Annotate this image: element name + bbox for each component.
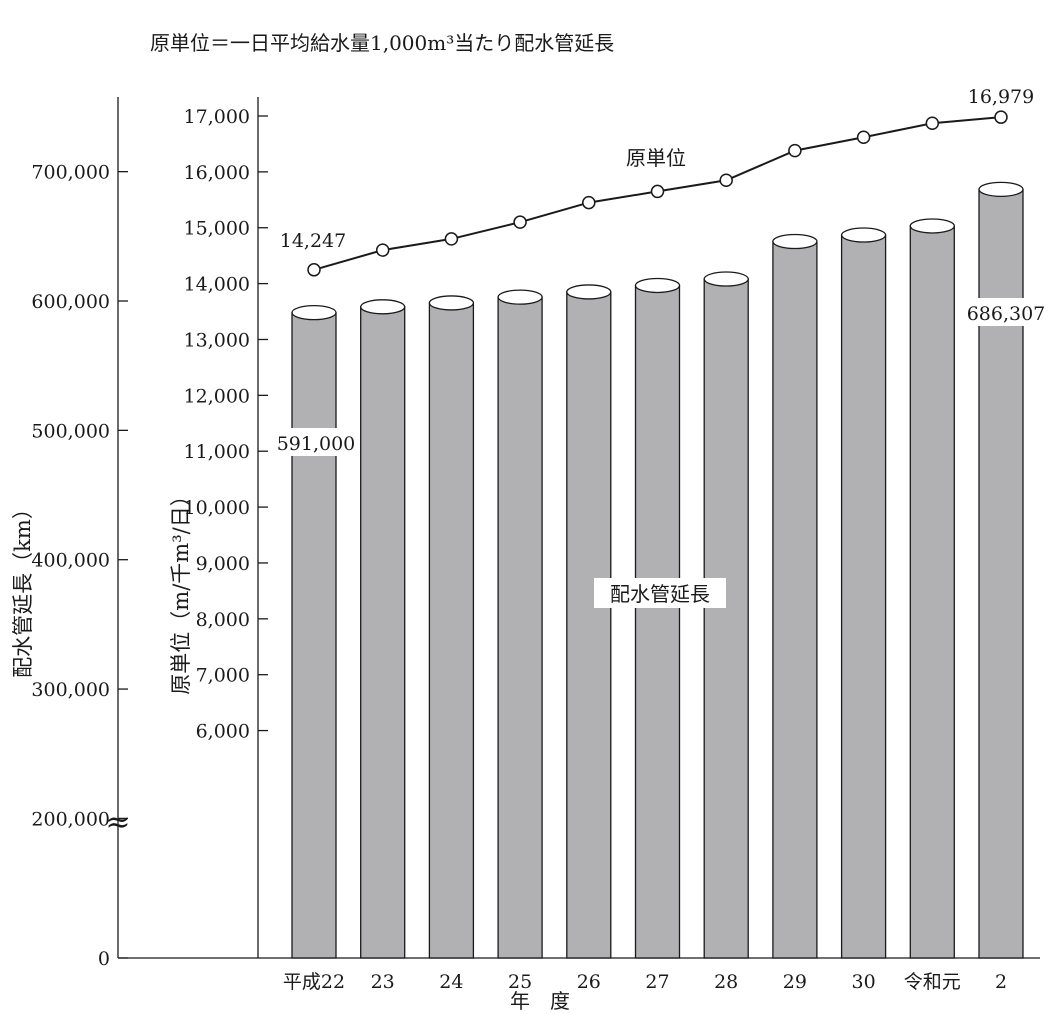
line-point bbox=[856, 130, 871, 144]
annotation-bar-first-bg bbox=[280, 428, 352, 456]
bar bbox=[909, 218, 955, 959]
bar-top bbox=[428, 295, 475, 311]
right-tick-label: 8,000 bbox=[196, 609, 250, 631]
bar bbox=[772, 233, 818, 959]
line-point bbox=[650, 184, 665, 199]
x-tick-label: 平成22 bbox=[283, 971, 345, 993]
right-tick-label: 10,000 bbox=[184, 497, 250, 519]
line-point bbox=[719, 173, 733, 188]
line-point bbox=[513, 215, 527, 229]
bar-top bbox=[566, 284, 612, 300]
bar bbox=[291, 304, 337, 959]
line-point bbox=[444, 232, 459, 246]
bar bbox=[703, 271, 749, 959]
x-tick-label: 27 bbox=[645, 971, 669, 993]
x-tick-label: 30 bbox=[852, 971, 876, 993]
left-tick-label: 600,000 bbox=[31, 291, 110, 313]
right-tick-label: 12,000 bbox=[184, 385, 250, 407]
right-tick-label: 13,000 bbox=[184, 329, 250, 351]
bar-top bbox=[634, 277, 681, 294]
bar bbox=[634, 277, 681, 959]
bar bbox=[840, 227, 887, 959]
chart-title: 原単位＝一日平均給水量1,000m³当たり配水管延長 bbox=[150, 31, 614, 55]
bar-body bbox=[909, 225, 955, 959]
left-axis: 0 200,000 300,000 400,000 500,000 600,000 700,… bbox=[11, 97, 131, 970]
bar-body bbox=[360, 306, 406, 959]
left-tick-label: 200,000 bbox=[31, 808, 110, 830]
line-point bbox=[375, 243, 390, 257]
x-tick-label: 25 bbox=[508, 971, 532, 993]
bar-top bbox=[909, 218, 955, 234]
bar-body bbox=[428, 302, 475, 959]
line-point bbox=[925, 116, 940, 131]
bar bbox=[360, 299, 406, 959]
x-tick-labels: 平成22 23 24 25 26 27 28 29 30 令和元 2 bbox=[283, 971, 1007, 993]
bar-series-label: 配水管延長 bbox=[594, 578, 726, 608]
x-tick-label: 24 bbox=[439, 971, 463, 993]
bar-series-label-text: 配水管延長 bbox=[610, 582, 710, 606]
x-tick-label: 2 bbox=[995, 971, 1007, 993]
annotation-bar-first: 591,000 bbox=[277, 428, 356, 456]
annotation-bar-first-text: 591,000 bbox=[277, 433, 356, 455]
annotation-line-first: 14,247 bbox=[280, 230, 346, 252]
line-point bbox=[788, 143, 802, 158]
left-axis-label: 配水管延長（km） bbox=[11, 498, 35, 678]
right-tick-label: 15,000 bbox=[184, 218, 250, 240]
left-tick-label: 700,000 bbox=[31, 162, 110, 184]
left-tick-label: 300,000 bbox=[31, 679, 110, 701]
bar-top bbox=[497, 289, 543, 305]
bar-top bbox=[772, 233, 818, 250]
bar-top bbox=[703, 271, 749, 287]
x-tick-label: 令和元 bbox=[904, 971, 961, 993]
left-axis-break-symbol: ≈ bbox=[105, 805, 130, 840]
annotation-bar-last: 686,307 bbox=[967, 298, 1046, 326]
right-axis-label: 原単位（m/千m³/日） bbox=[169, 485, 193, 694]
bar-body bbox=[291, 311, 337, 959]
right-tick-label: 7,000 bbox=[196, 665, 250, 687]
bar-body bbox=[566, 291, 612, 959]
bar-body bbox=[703, 278, 749, 959]
annotation-bar-last-bg bbox=[970, 298, 1042, 326]
bar-body bbox=[772, 240, 818, 959]
annotation-line-last: 16,979 bbox=[968, 86, 1034, 108]
right-tick-label: 11,000 bbox=[184, 441, 250, 463]
right-tick-label: 17,000 bbox=[184, 106, 250, 128]
line-series bbox=[307, 110, 1008, 277]
right-tick-label: 9,000 bbox=[196, 553, 250, 575]
x-axis-label: 年 度 bbox=[510, 989, 570, 1013]
left-tick-label: 400,000 bbox=[31, 550, 110, 572]
left-tick-label: 500,000 bbox=[31, 420, 110, 442]
x-tick-label: 23 bbox=[371, 971, 395, 993]
right-tick-label: 16,000 bbox=[184, 162, 250, 184]
right-axis: 6,000 7,000 8,000 9,000 10,000 11,000 12,000 13… bbox=[169, 97, 268, 958]
x-tick-label: 29 bbox=[783, 971, 807, 993]
bar-top bbox=[291, 304, 337, 321]
bar-body bbox=[840, 234, 887, 959]
bar-top bbox=[360, 299, 406, 315]
x-tick-label: 28 bbox=[714, 971, 738, 993]
right-tick-label: 6,000 bbox=[196, 721, 250, 743]
left-tick-label: 0 bbox=[98, 948, 110, 970]
right-tick-label: 14,000 bbox=[184, 274, 250, 296]
bar bbox=[497, 289, 543, 959]
line-point bbox=[994, 110, 1008, 124]
bar-body bbox=[634, 284, 681, 959]
bar-series-label-bg bbox=[594, 578, 726, 608]
bar-top bbox=[978, 181, 1024, 198]
line-point bbox=[307, 263, 321, 277]
bar-top bbox=[840, 227, 887, 243]
bars bbox=[291, 181, 1024, 959]
line-series-label: 原単位 bbox=[626, 146, 686, 170]
annotation-bar-last-text: 686,307 bbox=[967, 303, 1046, 325]
bar bbox=[428, 295, 475, 959]
bar-body bbox=[497, 296, 543, 959]
line-point bbox=[582, 195, 596, 210]
bar bbox=[566, 284, 612, 959]
x-tick-label: 26 bbox=[577, 971, 601, 993]
